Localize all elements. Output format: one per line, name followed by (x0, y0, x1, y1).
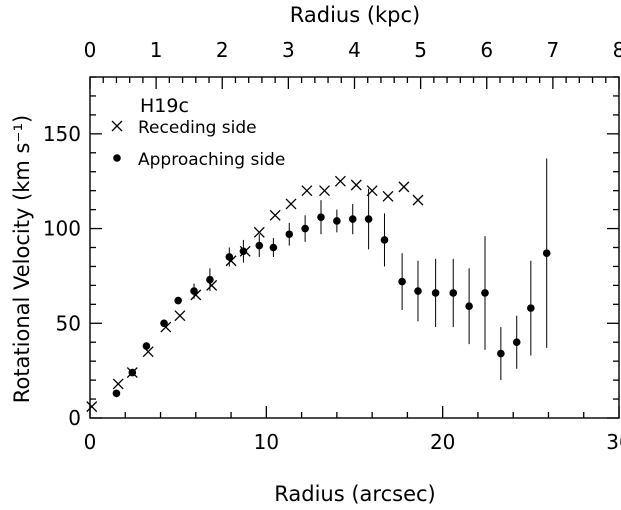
x2-tick-label: 1 (150, 38, 163, 62)
cross-stroke (86, 401, 98, 413)
receding-point (174, 310, 186, 322)
data-marks (86, 158, 551, 413)
approaching-point (160, 319, 168, 328)
approaching-point (542, 249, 551, 257)
top-x-axis-title: Radius (kpc) (290, 3, 421, 27)
x2-tick-label: 0 (84, 38, 97, 62)
cross-stroke (412, 194, 424, 206)
approaching-point (112, 389, 121, 398)
x2-tick-label: 3 (282, 38, 295, 62)
approaching-point (285, 230, 294, 239)
approaching-point (348, 215, 357, 223)
x-tick-label: 20 (430, 430, 455, 454)
cross-stroke (301, 185, 313, 197)
receding-point (334, 175, 346, 187)
approaching-point (174, 296, 182, 305)
cross-stroke (319, 185, 330, 197)
approaching-point (333, 217, 341, 225)
receding-point (398, 181, 410, 193)
approaching-point (449, 289, 458, 297)
approaching-point (190, 287, 198, 295)
panel-label: H19c (140, 95, 189, 117)
receding-point (253, 226, 265, 238)
x2-tick-label: 6 (480, 38, 493, 62)
y-tick-label: 100 (43, 217, 81, 241)
approaching-point (317, 213, 325, 221)
receding-point (285, 198, 297, 210)
axes: 0 10 20 30 0 1 2 3 4 5 6 7 8 0 50 100 150 (43, 38, 621, 454)
series-receding (86, 175, 424, 413)
x2-tick-label: 2 (216, 38, 229, 62)
approaching-point (269, 243, 278, 252)
y-tick-label: 150 (43, 122, 81, 146)
cross-stroke (398, 181, 410, 193)
cross-stroke (285, 198, 297, 210)
x2-tick-label: 8 (613, 38, 621, 62)
cross-stroke (350, 179, 362, 191)
x2-tick-label: 7 (547, 38, 560, 62)
receding-point (269, 209, 281, 221)
cross-stroke (334, 175, 346, 187)
approaching-point (481, 289, 489, 297)
cross-stroke (160, 321, 172, 333)
legend: H19c Receding side Approaching side (111, 95, 285, 170)
cross-stroke (269, 209, 281, 221)
approaching-point (414, 287, 422, 295)
approaching-point (465, 302, 473, 311)
cross-stroke (111, 120, 123, 132)
approaching-point (431, 289, 440, 297)
x2-tick-label: 5 (414, 38, 427, 62)
cross-stroke (253, 226, 265, 238)
legend-marker-receding (111, 120, 123, 132)
approaching-point (398, 277, 406, 286)
legend-label: Approaching side (138, 150, 285, 170)
approaching-point (239, 247, 248, 256)
y-tick-label: 50 (56, 311, 81, 335)
legend-label: Receding side (138, 118, 257, 138)
y-tick-label: 0 (68, 406, 81, 430)
receding-point (301, 185, 313, 197)
approaching-point (512, 338, 521, 347)
approaching-point (301, 224, 309, 233)
approaching-point (364, 215, 373, 223)
approaching-point (497, 349, 505, 358)
x-tick-label: 0 (84, 430, 97, 454)
receding-point (350, 179, 362, 191)
cross-stroke (190, 289, 202, 301)
receding-point (382, 190, 394, 202)
approaching-point (527, 304, 535, 312)
series-approaching (112, 158, 551, 398)
receding-point (86, 401, 98, 413)
x-tick-label: 30 (606, 430, 621, 454)
approaching-point (128, 368, 137, 377)
legend-marker-approaching (113, 154, 121, 162)
approaching-point (142, 342, 151, 350)
x-tick-label: 10 (254, 430, 279, 454)
x2-tick-label: 4 (348, 38, 361, 62)
approaching-point (380, 236, 389, 244)
approaching-point (255, 241, 264, 250)
cross-stroke (206, 279, 218, 291)
x-axis-title: Radius (arcsec) (274, 482, 435, 506)
approaching-point (206, 275, 214, 284)
cross-stroke (174, 310, 186, 322)
cross-stroke (382, 190, 394, 202)
cross-stroke (225, 255, 237, 267)
receding-point (412, 194, 424, 206)
approaching-point (225, 253, 234, 261)
receding-point (319, 185, 330, 197)
cross-stroke (112, 378, 124, 390)
cross-stroke (142, 346, 154, 358)
y-axis-title: Rotational Velocity (km s⁻¹) (10, 115, 34, 403)
receding-point (112, 378, 124, 390)
